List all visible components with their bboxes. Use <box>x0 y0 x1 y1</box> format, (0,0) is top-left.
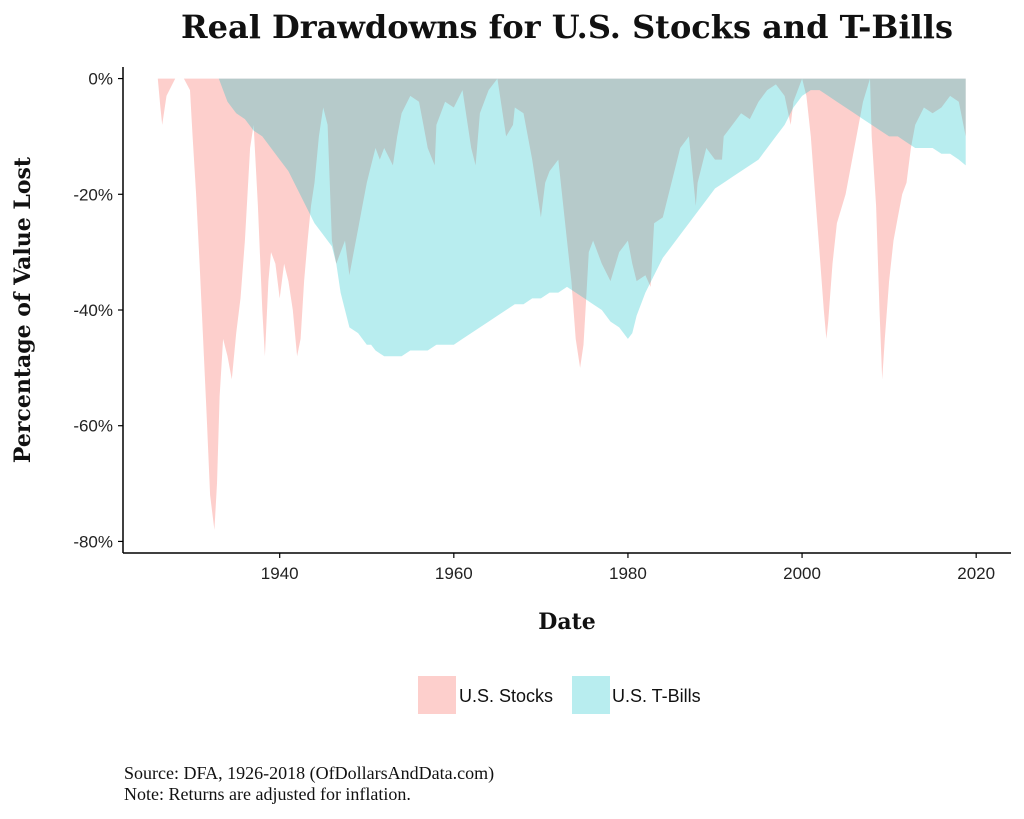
area-series-u-s-t-bills <box>157 78 966 357</box>
source-note: Source: DFA, 1926-2018 (OfDollarsAndData… <box>124 763 494 784</box>
y-tick-label: -40% <box>73 301 113 320</box>
y-axis-title: Percentage of Value Lost <box>10 156 36 463</box>
plot-area: 0% -20% -40% -60% -80% 1940 1960 1980 2000 2020 <box>73 67 1011 583</box>
area-series-u-s-stocks <box>157 78 966 530</box>
legend: U.S. Stocks U.S. T-Bills <box>418 676 701 714</box>
legend-swatch-tbills <box>572 676 610 714</box>
x-axis-title: Date <box>538 609 596 635</box>
legend-label-tbills: U.S. T-Bills <box>612 686 701 706</box>
y-tick-label: -80% <box>73 532 113 551</box>
x-tick-label: 1980 <box>609 564 647 583</box>
legend-label-stocks: U.S. Stocks <box>459 686 553 706</box>
x-axis-ticks: 1940 1960 1980 2000 2020 <box>261 553 995 583</box>
y-tick-label: -60% <box>73 417 113 436</box>
x-tick-label: 1940 <box>261 564 299 583</box>
x-tick-label: 2000 <box>783 564 821 583</box>
y-axis-ticks: 0% -20% -40% -60% -80% <box>73 70 123 551</box>
legend-swatch-stocks <box>418 676 456 714</box>
y-tick-label: 0% <box>88 70 113 89</box>
x-tick-label: 2020 <box>957 564 995 583</box>
inflation-note: Note: Returns are adjusted for inflation… <box>124 784 411 804</box>
x-tick-label: 1960 <box>435 564 473 583</box>
chart-title: Real Drawdowns for U.S. Stocks and T-Bil… <box>181 8 953 46</box>
y-tick-label: -20% <box>73 185 113 204</box>
series-layer <box>157 78 966 530</box>
